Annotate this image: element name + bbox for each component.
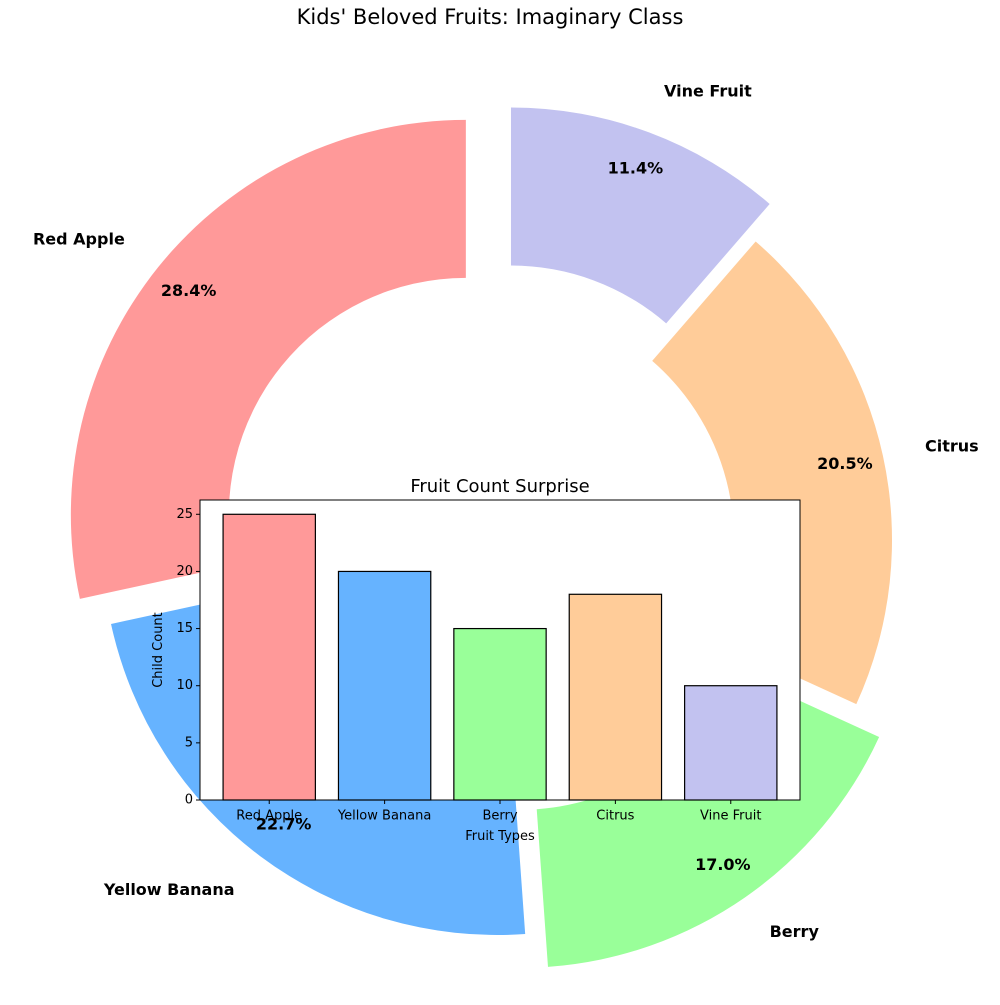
- bar-vine-fruit: [684, 685, 778, 801]
- y-tick-label: 20: [176, 564, 193, 579]
- slice-percent-red-apple: 28.4%: [161, 281, 217, 300]
- bar-yellow-banana: [337, 570, 432, 801]
- x-axis-ticks: Red Apple Yellow Banana Berry Citrus Vine Fr…: [236, 800, 761, 824]
- y-tick-label: 0: [185, 793, 193, 808]
- y-axis-ticks: 0 5 10 15 20 25: [176, 507, 200, 808]
- bar-berry: [453, 627, 547, 801]
- y-tick-label: 5: [185, 735, 193, 750]
- slice-percent-vine-fruit: 11.4%: [608, 158, 664, 177]
- x-tick-label-red-apple: Red Apple: [236, 809, 302, 824]
- x-tick-label-yellow-banana: Yellow Banana: [337, 809, 431, 824]
- bar-red-apple: [222, 513, 316, 801]
- slice-label-red-apple: Red Apple: [33, 230, 125, 249]
- x-axis-label: Fruit Types: [465, 829, 535, 844]
- pie-slice-citrus: [652, 241, 892, 705]
- y-tick-label: 25: [176, 507, 193, 522]
- slice-label-yellow-banana: Yellow Banana: [103, 880, 235, 899]
- bar-chart-title: Fruit Count Surprise: [410, 476, 589, 497]
- slice-label-citrus: Citrus: [925, 436, 979, 455]
- pie-chart-title: Kids' Beloved Fruits: Imaginary Class: [297, 5, 684, 29]
- slice-label-vine-fruit: Vine Fruit: [664, 82, 752, 101]
- slice-percent-yellow-banana: 22.7%: [256, 814, 312, 833]
- bar-citrus: [568, 593, 663, 801]
- pie-slice-red-apple: [70, 119, 466, 599]
- x-tick-label-citrus: Citrus: [596, 809, 634, 824]
- bar-marks: [222, 513, 778, 801]
- y-axis-label: Child Count: [151, 612, 166, 688]
- pie-slice-vine-fruit: [510, 107, 770, 324]
- y-tick-label: 15: [176, 621, 193, 636]
- x-tick-label-berry: Berry: [482, 809, 517, 824]
- x-tick-label-vine-fruit: Vine Fruit: [700, 809, 761, 824]
- slice-percent-citrus: 20.5%: [817, 454, 873, 473]
- inset-bar-chart: 0 5 10 15 20 25 Red Apple Yellow Banana Berry Ci…: [151, 476, 801, 844]
- slice-percent-berry: 17.0%: [695, 855, 751, 874]
- y-tick-label: 10: [176, 678, 193, 693]
- slice-label-berry: Berry: [770, 922, 820, 941]
